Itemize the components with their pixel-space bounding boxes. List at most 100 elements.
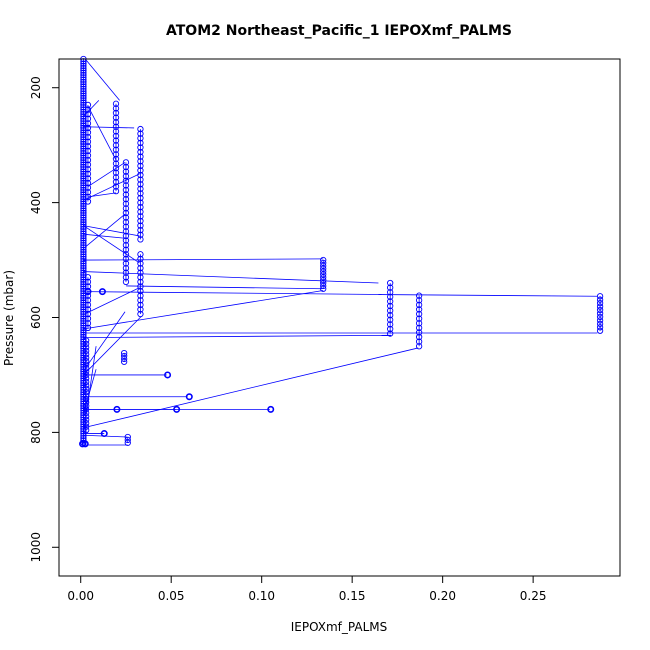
data-point (387, 302, 394, 310)
data-point (137, 176, 144, 183)
data-point (112, 105, 120, 112)
data-point (82, 382, 90, 389)
data-point (84, 297, 92, 304)
data-point (80, 198, 87, 205)
data-point (122, 223, 130, 230)
data-point (82, 375, 90, 382)
connector-line (83, 290, 324, 330)
data-point (80, 129, 87, 136)
data-point (80, 248, 87, 256)
data-point (387, 307, 394, 314)
data-point (80, 225, 87, 233)
data-point (137, 181, 144, 188)
data-point (80, 241, 87, 249)
data-point (84, 184, 92, 191)
data-point (84, 193, 92, 201)
data-point (137, 208, 144, 215)
data-point (137, 227, 144, 234)
data-point (122, 196, 130, 203)
data-point (84, 156, 92, 164)
data-point (80, 101, 87, 109)
data-point (137, 148, 144, 156)
data-point (137, 292, 144, 299)
connector-line (83, 316, 142, 376)
data-point (137, 278, 144, 286)
connector-line (87, 105, 117, 161)
data-point (112, 164, 120, 172)
data-point (415, 343, 423, 350)
data-point (80, 67, 87, 74)
data-point (82, 344, 90, 351)
data-point (122, 191, 130, 198)
y-tick-label: 600 (29, 306, 43, 329)
y-axis-label: Pressure (mbar) (2, 270, 16, 366)
data-point (387, 312, 394, 319)
data-point (122, 209, 130, 217)
data-point (80, 156, 87, 164)
data-point (80, 267, 87, 274)
connector-line (83, 271, 379, 284)
data-point (84, 120, 92, 127)
data-point (173, 405, 181, 413)
data-point (80, 260, 87, 267)
data-point (84, 143, 92, 150)
data-point (137, 162, 144, 169)
data-point (81, 440, 89, 448)
data-point (80, 94, 87, 102)
connector-line (87, 162, 126, 187)
data-point (82, 413, 90, 420)
data-point (112, 123, 120, 130)
data-point (82, 337, 90, 344)
data-point (80, 269, 87, 276)
connector-line (83, 233, 126, 239)
data-point (84, 147, 92, 155)
data-point (84, 101, 92, 109)
data-point (82, 423, 90, 430)
data-point (80, 306, 87, 313)
data-point (387, 325, 394, 333)
data-point (137, 171, 144, 179)
data-point (122, 163, 130, 171)
data-point (122, 200, 130, 207)
data-point (80, 246, 87, 253)
data-point (112, 142, 120, 149)
connector-line (83, 225, 140, 237)
data-point (80, 76, 87, 83)
data-point (80, 283, 87, 290)
plot-marks (79, 55, 604, 448)
y-tick-label: 1000 (29, 532, 43, 563)
data-point (84, 115, 92, 122)
data-point (415, 338, 423, 345)
data-point (84, 166, 92, 173)
data-point (122, 186, 130, 194)
y-tick-label: 400 (29, 191, 43, 214)
data-point (82, 409, 90, 417)
data-point (80, 310, 87, 318)
data-point (82, 399, 90, 406)
data-point (84, 170, 92, 178)
data-point (415, 297, 423, 304)
data-point (80, 124, 87, 132)
data-point (267, 405, 275, 413)
data-point (122, 205, 130, 212)
data-point (122, 278, 130, 286)
data-point (112, 132, 120, 140)
data-point (80, 170, 87, 178)
data-point (80, 214, 87, 221)
data-point (137, 130, 144, 137)
connector-line (378, 294, 598, 297)
data-point (80, 143, 87, 150)
data-point (112, 187, 120, 195)
data-point (80, 235, 87, 242)
data-point (80, 83, 87, 90)
chart-title: ATOM2 Northeast_Pacific_1 IEPOXmf_PALMS (166, 23, 512, 39)
data-point (122, 159, 130, 166)
data-point (80, 189, 87, 196)
data-point (82, 364, 90, 372)
data-point (84, 288, 92, 296)
data-point (80, 120, 87, 127)
data-point (80, 179, 87, 187)
data-point (80, 97, 87, 104)
data-point (84, 306, 92, 313)
data-point (112, 155, 120, 163)
